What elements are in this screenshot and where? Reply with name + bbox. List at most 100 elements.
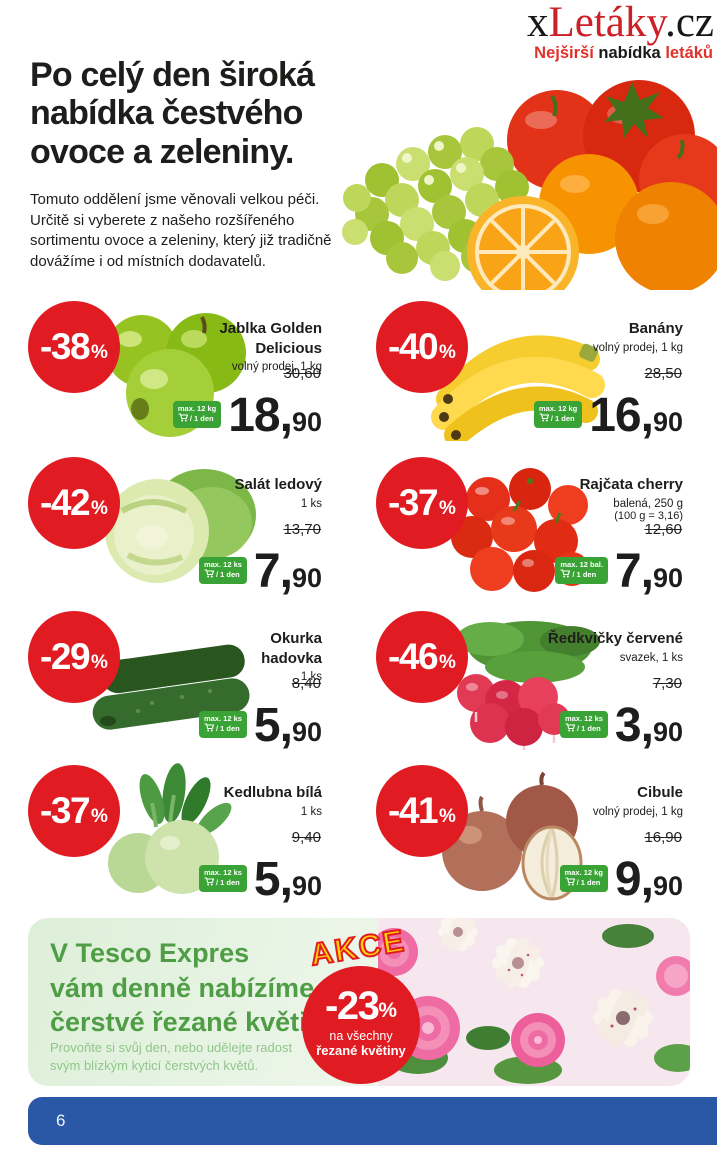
product-name: Banány <box>628 320 683 337</box>
limit-amount: max. 12 kg <box>538 403 578 413</box>
discount-badge: -29% <box>28 611 120 703</box>
old-price: 7,30 <box>652 675 682 692</box>
price: 9, 90 <box>615 855 683 903</box>
product-name: Okurka hadovka <box>261 630 322 667</box>
page-number: 6 <box>56 1111 66 1130</box>
product-unit: 1 ks <box>300 671 322 683</box>
discount-value: -37 <box>40 790 90 831</box>
discount-value: -41 <box>388 790 438 831</box>
old-price: 13,70 <box>283 521 321 538</box>
banner-subtitle: Provoňte si svůj den, nebo udělejte rado… <box>50 1040 293 1073</box>
banner-note-2: řezané květiny <box>316 1043 406 1058</box>
product-unit: volný prodej, 1 kg <box>231 361 322 373</box>
logo-prefix: x <box>526 0 549 46</box>
product-info: Banány volný prodej, 1 kg 28,50 max. 12 … <box>523 319 683 439</box>
product-name: Ředkvičky červené <box>547 630 683 647</box>
purchase-limit-badge: max. 12 kg / 1 den <box>559 864 608 892</box>
product-image-lettuce <box>82 451 257 597</box>
limit-period: / 1 den <box>215 570 240 580</box>
old-price: 9,40 <box>291 829 321 846</box>
banner-discount-value: -23 <box>325 984 380 1028</box>
purchase-limit-badge: max. 12 ks / 1 den <box>198 710 247 738</box>
price-decimals: 90 <box>291 717 322 748</box>
product-name: Jablka Golden Delicious <box>219 320 322 357</box>
discount-value: -38 <box>40 326 90 367</box>
percent-sign: % <box>439 652 456 673</box>
limit-period: / 1 den <box>215 878 240 888</box>
product-card-okurka: -29% Okurka hadovka 1 ks 8,40 max. 12 ks… <box>20 603 322 753</box>
price-main: 3, <box>614 698 654 752</box>
limit-period: / 1 den <box>572 570 597 580</box>
flowers-image <box>378 918 690 1086</box>
banner-discount-circle: -23% na všechny řezané květiny <box>302 966 420 1084</box>
fruit-montage-graphic <box>342 80 717 308</box>
purchase-limit-badge: max. 12 kg / 1 den <box>533 400 583 428</box>
price-main: 7, <box>614 544 654 598</box>
discount-badge: -41% <box>376 765 468 857</box>
percent-sign: % <box>91 652 108 673</box>
percent-sign: % <box>91 806 108 827</box>
product-card-salat: -42% Salát ledový 1 ks 13,70 max. 12 ks … <box>20 449 322 599</box>
logo-name: Letáky <box>548 0 666 46</box>
hero-fruit-image <box>327 52 717 308</box>
product-unit: svazek, 1 ks <box>619 651 683 664</box>
product-unit: balená, 250 g <box>613 497 683 510</box>
discount-badge: -37% <box>28 765 120 857</box>
price-decimals: 90 <box>652 407 683 438</box>
product-info: Okurka hadovka 1 ks 8,40 max. 12 ks / 1 … <box>162 629 322 752</box>
site-logo[interactable]: xLetáky.cz <box>527 0 714 45</box>
product-unit-note: (100 g = 3,16) <box>614 509 683 522</box>
price-decimals: 90 <box>652 717 683 748</box>
product-unit: volný prodej, 1 kg <box>592 805 683 818</box>
purchase-limit-badge: max. 12 kg / 1 den <box>172 400 222 428</box>
product-card-kedlubna: -37% Kedlubna bílá 1 ks 9,40 max. 12 ks <box>20 757 322 907</box>
limit-period: / 1 den <box>189 414 214 424</box>
tagline-word: nabídka <box>593 44 666 62</box>
purchase-limit-badge: max. 12 ks / 1 den <box>198 556 247 584</box>
banner-title: V Tesco Expres vám denně nabízíme čerstv… <box>50 938 339 1038</box>
cart-icon <box>178 413 189 425</box>
percent-sign: % <box>91 342 108 363</box>
product-info: Kedlubna bílá 1 ks 9,40 max. 12 ks / 1 d… <box>162 783 322 906</box>
price: 5, 90 <box>253 852 322 906</box>
cart-icon <box>204 569 215 581</box>
site-tagline: Nejširší nabídka letáků <box>534 44 713 63</box>
product-card-jablka: -38% Jablka Golden Delicious volný prode… <box>20 293 322 443</box>
cart-icon <box>560 569 571 581</box>
limit-amount: max. 12 bal. <box>560 559 603 569</box>
price-main: 18, <box>228 388 293 442</box>
price-decimals: 90 <box>652 563 683 594</box>
product-card-cibule: -41% Cibule volný prodej, 1 kg 16,90 <box>368 757 683 907</box>
price: 16, 90 <box>589 391 683 439</box>
product-name: Salát ledový <box>234 476 322 493</box>
product-image-cherry-tomatoes <box>430 451 605 597</box>
discount-badge: -46% <box>376 611 468 703</box>
purchase-limit-badge: max. 12 ks / 1 den <box>559 710 608 738</box>
product-info: Salát ledový 1 ks 13,70 max. 12 ks / 1 d… <box>162 475 322 595</box>
product-card-rajcata: -37% Rajčata cherry balená, 250 g (100 g… <box>368 449 683 599</box>
purchase-limit-badge: max. 12 ks / 1 den <box>198 864 247 892</box>
cart-icon <box>204 723 215 735</box>
limit-period: / 1 den <box>550 414 575 424</box>
page-title: Po celý den široká nabídka čestvého ovoc… <box>30 56 315 171</box>
price: 3, 90 <box>614 698 683 752</box>
product-info: Jablka Golden Delicious volný prodej, 1 … <box>162 319 322 442</box>
product-card-banany: -40% Banány volný prodej, 1 kg 28,50 max… <box>368 293 683 443</box>
discount-badge: -37% <box>376 457 468 549</box>
discount-badge: -38% <box>28 301 120 393</box>
price: 7, 90 <box>254 547 322 595</box>
banner-note-1: na všechny <box>329 1029 393 1043</box>
discount-value: -46 <box>388 636 438 677</box>
logo-suffix: .cz <box>665 0 714 46</box>
product-unit: volný prodej, 1 kg <box>592 341 683 354</box>
purchase-limit-badge: max. 12 bal. / 1 den <box>555 556 608 584</box>
product-info: Ředkvičky červené svazek, 1 ks 7,30 max.… <box>523 629 683 752</box>
limit-period: / 1 den <box>215 724 240 734</box>
product-image-cucumber <box>82 605 257 751</box>
tagline-word: Nejširší <box>534 44 594 62</box>
old-price: 28,50 <box>644 365 682 382</box>
price-main: 5, <box>253 852 293 906</box>
price-decimals: 90 <box>291 871 322 902</box>
percent-sign: % <box>439 498 456 519</box>
price-main: 5, <box>253 698 293 752</box>
